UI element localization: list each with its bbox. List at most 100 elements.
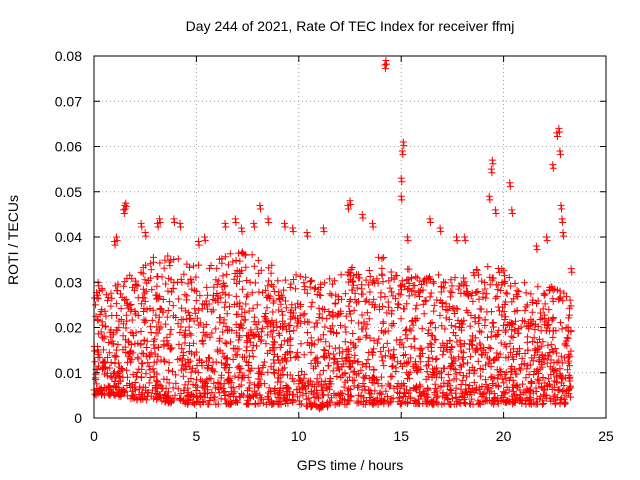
data-point (407, 354, 415, 362)
data-point (178, 345, 186, 353)
data-point (530, 334, 538, 342)
data-point (239, 324, 247, 332)
data-point (312, 319, 320, 327)
data-point (146, 305, 154, 313)
data-point (396, 384, 404, 392)
data-point (354, 383, 362, 391)
data-point (365, 266, 373, 274)
data-point (138, 389, 146, 397)
data-point (521, 349, 529, 357)
data-point (307, 377, 315, 385)
data-point (475, 384, 483, 392)
data-point (179, 351, 187, 359)
data-point (398, 178, 406, 186)
data-point (223, 310, 231, 318)
data-point (230, 275, 238, 283)
data-point (521, 307, 529, 315)
data-point (108, 337, 116, 345)
data-point (525, 370, 533, 378)
data-point (204, 354, 212, 362)
data-point (418, 345, 426, 353)
data-point (269, 341, 277, 349)
data-point (315, 394, 323, 402)
data-point (270, 287, 278, 295)
data-point (265, 219, 273, 227)
data-point (307, 303, 315, 311)
data-point (331, 344, 339, 352)
data-point (123, 366, 131, 374)
data-point (558, 325, 566, 333)
data-point (303, 395, 311, 403)
data-point (321, 279, 329, 287)
data-point (383, 309, 391, 317)
data-point (556, 128, 564, 136)
data-point (232, 321, 240, 329)
data-point (427, 347, 435, 355)
data-point (153, 323, 161, 331)
data-point (362, 360, 370, 368)
data-point (456, 361, 464, 369)
data-point (368, 348, 376, 356)
data-point (221, 253, 229, 261)
data-point (545, 321, 553, 329)
data-point (341, 323, 349, 331)
data-point (466, 366, 474, 374)
data-point (320, 228, 328, 236)
data-point (138, 359, 146, 367)
data-point (260, 358, 268, 366)
data-point (189, 398, 197, 406)
data-point (380, 362, 388, 370)
data-point (319, 367, 327, 375)
data-point (213, 264, 221, 272)
data-point (190, 339, 198, 347)
data-point (469, 269, 477, 277)
data-point (433, 367, 441, 375)
data-point (250, 381, 258, 389)
data-point (267, 388, 275, 396)
data-point (254, 256, 262, 264)
data-point (519, 317, 527, 325)
data-point (556, 293, 564, 301)
data-point (146, 323, 154, 331)
data-point (185, 263, 193, 271)
data-point (165, 258, 173, 266)
data-point (411, 335, 419, 343)
data-point (233, 280, 241, 288)
data-point (128, 356, 136, 364)
data-point (545, 306, 553, 314)
data-point (474, 357, 482, 365)
data-point (427, 399, 435, 407)
data-point (412, 305, 420, 313)
data-point (119, 320, 127, 328)
data-point (326, 399, 334, 407)
data-point (507, 319, 515, 327)
data-point (539, 385, 547, 393)
data-point (114, 341, 122, 349)
data-point (220, 353, 228, 361)
data-point (467, 336, 475, 344)
data-point (208, 329, 216, 337)
data-point (232, 219, 240, 227)
data-point (210, 393, 218, 401)
data-point (495, 326, 503, 334)
data-point (481, 285, 489, 293)
data-point (329, 367, 337, 375)
data-point (140, 336, 148, 344)
data-point (236, 333, 244, 341)
data-point (179, 372, 187, 380)
data-point (345, 205, 353, 213)
data-point (200, 382, 208, 390)
data-point (131, 340, 139, 348)
data-point (413, 386, 421, 394)
data-point (113, 237, 121, 245)
data-point (312, 355, 320, 363)
data-point (156, 259, 164, 267)
data-point (501, 371, 509, 379)
data-point (370, 295, 378, 303)
data-point (339, 348, 347, 356)
data-point (181, 360, 189, 368)
data-point (549, 297, 557, 305)
data-point (165, 359, 173, 367)
data-point (405, 265, 413, 273)
data-point (98, 321, 106, 329)
